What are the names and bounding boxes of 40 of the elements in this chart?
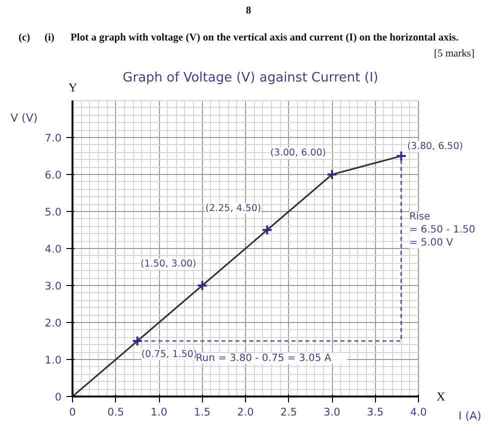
- y-axis-title: V (V): [10, 112, 38, 124]
- y-tick-label: 4.0: [44, 244, 62, 256]
- text: X: [436, 390, 446, 404]
- text: 8: [246, 6, 252, 16]
- annotation: Rise = 6.50 - 1.50 = 5.00 V: [409, 211, 476, 249]
- data-label: (3.80, 6.50): [407, 141, 463, 152]
- x-tick-label: 4.0: [410, 406, 427, 418]
- y-tick-label: 6.0: [44, 170, 62, 182]
- line-series: [72, 155, 402, 398]
- point: [132, 336, 143, 346]
- point: [262, 224, 273, 236]
- x-tick-label: 0: [69, 406, 76, 418]
- data-label: (0.75, 1.50): [141, 349, 198, 360]
- x-tick-label: 1.5: [194, 406, 211, 418]
- y-tick-label: 0: [54, 392, 62, 404]
- x-tick-label: 3.5: [366, 406, 384, 418]
- y-tick-label: 5.0: [44, 206, 62, 218]
- text: Y: [68, 80, 78, 94]
- y-tick-label: 2.0: [44, 318, 62, 330]
- text: (i): [44, 32, 55, 44]
- x-tick-label: 0.5: [107, 406, 124, 418]
- point: [326, 169, 338, 180]
- point: [196, 280, 208, 291]
- x-tick-label: 2.5: [280, 406, 298, 418]
- x-tick-label: 2.0: [237, 406, 254, 418]
- data-label: (1.50, 3.00): [140, 258, 196, 270]
- data-label: (2.25, 4.50): [205, 203, 262, 214]
- text: (c): [18, 32, 31, 44]
- text: Plot a graph with voltage (V) on the vertical axis and current (I) on the horizontal axis.: [70, 32, 459, 44]
- x-tick-label: 3.0: [324, 406, 340, 418]
- text: [5 marks]: [434, 48, 475, 60]
- x-tick-label: 1.0: [150, 406, 168, 418]
- annotation: Run = 3.80 - 0.75 = 3.05 A: [196, 353, 332, 364]
- y-tick-label: 1.0: [44, 354, 62, 366]
- data-label: (3.00, 6.00): [270, 148, 326, 158]
- y-tick-label: 7.0: [44, 132, 62, 144]
- x-axis-title: I (A): [458, 410, 482, 422]
- chart-title: Graph of Voltage (V) against Current (I): [122, 70, 378, 86]
- y-tick-label: 3.0: [44, 280, 62, 292]
- point: [396, 150, 407, 162]
